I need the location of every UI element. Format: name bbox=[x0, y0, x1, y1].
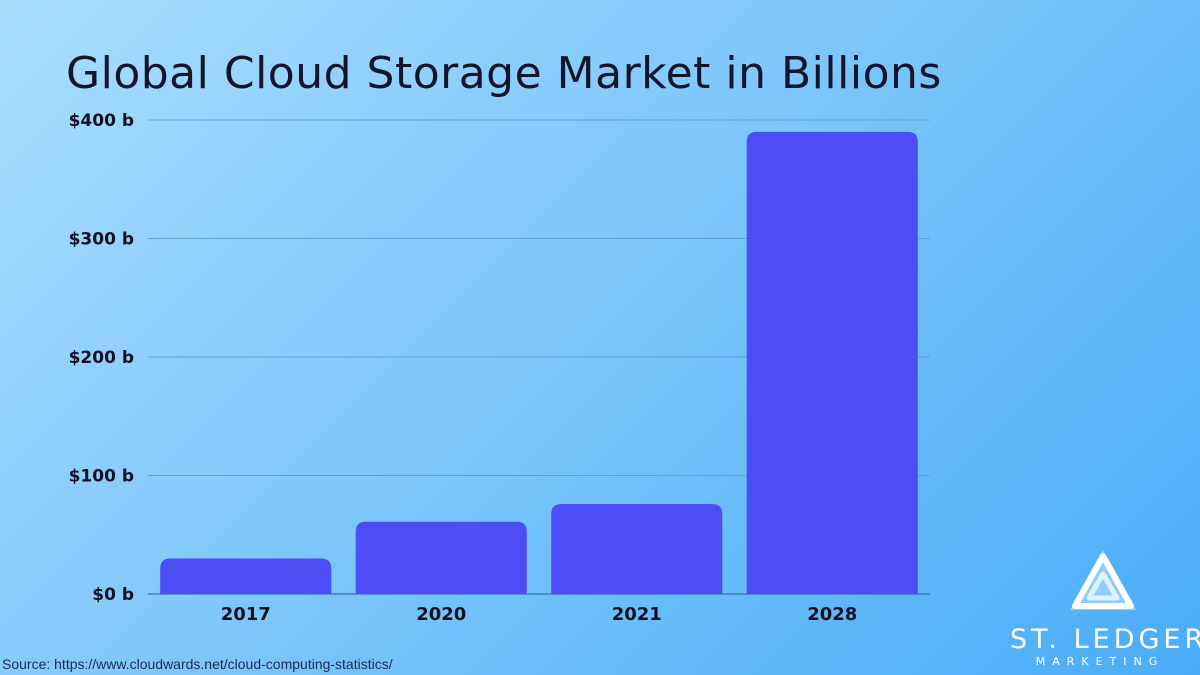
bar-2017 bbox=[160, 558, 332, 594]
bar-2021 bbox=[551, 503, 723, 594]
y-tick-label: $200 b bbox=[69, 348, 134, 368]
y-tick-label: $100 b bbox=[69, 467, 134, 487]
logo-tagline: MARKETING bbox=[1035, 655, 1165, 668]
y-axis-ticks: $0 b $100 b $200 b $300 b $400 b bbox=[69, 111, 134, 605]
bar-2020 bbox=[355, 521, 527, 594]
x-category-label: 2021 bbox=[612, 604, 662, 625]
y-tick-label: $400 b bbox=[69, 111, 134, 131]
bars bbox=[160, 131, 918, 594]
x-category-label: 2017 bbox=[221, 604, 271, 625]
x-category-label: 2028 bbox=[807, 604, 857, 625]
y-tick-label: $0 b bbox=[92, 585, 134, 605]
x-axis-labels: 2017 2020 2021 2028 bbox=[221, 604, 858, 625]
logo-name: ST. LEDGER bbox=[1010, 624, 1200, 655]
brand-logo: ST. LEDGER MARKETING bbox=[1010, 548, 1200, 672]
x-category-label: 2020 bbox=[416, 604, 466, 625]
bar-chart: $0 b $100 b $200 b $300 b $400 b 2017 2020 202… bbox=[69, 111, 930, 625]
chart-title: Global Cloud Storage Market in Billions bbox=[66, 48, 942, 99]
source-citation: Source: https://www.cloudwards.net/cloud… bbox=[2, 656, 393, 672]
y-tick-label: $300 b bbox=[69, 230, 134, 250]
bar-2028 bbox=[746, 131, 918, 594]
triangle-logo-icon bbox=[1070, 550, 1136, 610]
